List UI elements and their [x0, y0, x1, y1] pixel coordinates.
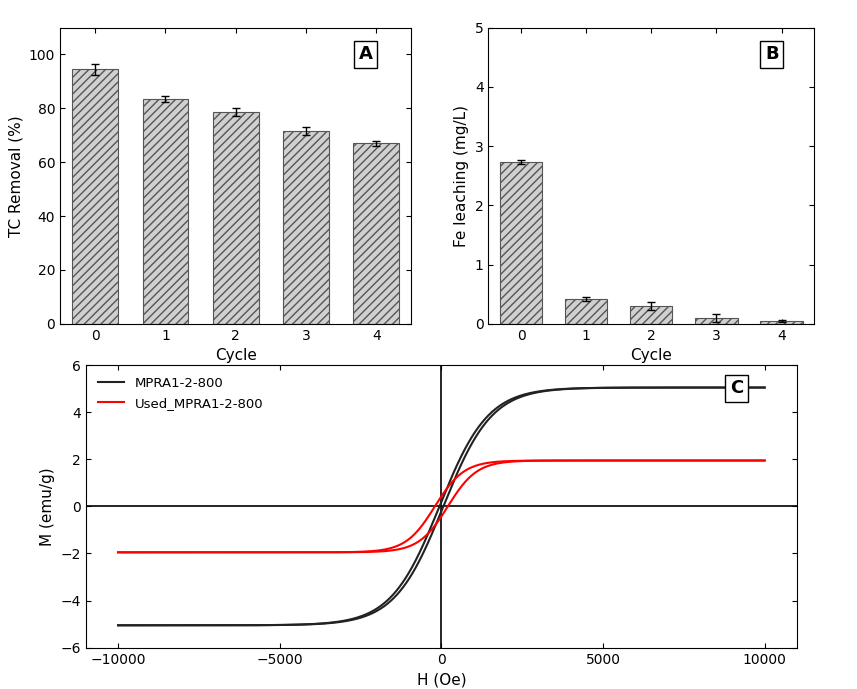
Bar: [500, 162, 542, 324]
X-axis label: Cycle: Cycle: [215, 348, 256, 363]
Line: MPRA1-2-800: MPRA1-2-800: [118, 387, 764, 626]
Bar: [630, 306, 673, 324]
X-axis label: H (Oe): H (Oe): [417, 672, 466, 687]
Text: C: C: [730, 379, 743, 398]
X-axis label: Cycle: Cycle: [631, 348, 672, 363]
Bar: [760, 321, 803, 324]
Used_MPRA1-2-800: [759, 456, 770, 464]
MPRA1-2-800: [113, 621, 123, 630]
Bar: [72, 70, 118, 324]
Line: Used_MPRA1-2-800: Used_MPRA1-2-800: [118, 460, 764, 553]
MPRA1-2-800: [187, 621, 197, 630]
Used_MPRA1-2-800: [113, 548, 123, 557]
Text: A: A: [359, 45, 373, 63]
Y-axis label: M (emu/g): M (emu/g): [39, 467, 55, 546]
MPRA1-2-800: [225, 621, 236, 629]
MPRA1-2-800: [677, 383, 687, 391]
Y-axis label: TC Removal (%): TC Removal (%): [9, 115, 23, 236]
Bar: [565, 299, 608, 324]
Bar: [283, 131, 329, 324]
Bar: [213, 112, 259, 324]
Used_MPRA1-2-800: [389, 543, 399, 551]
MPRA1-2-800: [746, 383, 757, 391]
Bar: [353, 143, 399, 324]
Used_MPRA1-2-800: [225, 548, 236, 557]
MPRA1-2-800: [759, 383, 770, 391]
Text: B: B: [765, 45, 779, 63]
Legend: MPRA1-2-800, Used_MPRA1-2-800: MPRA1-2-800, Used_MPRA1-2-800: [93, 372, 268, 415]
Used_MPRA1-2-800: [746, 456, 757, 464]
MPRA1-2-800: [389, 590, 399, 598]
Used_MPRA1-2-800: [187, 548, 197, 557]
Bar: [142, 99, 189, 324]
Used_MPRA1-2-800: [361, 547, 371, 555]
Bar: [695, 318, 738, 324]
Used_MPRA1-2-800: [677, 456, 687, 464]
Y-axis label: Fe leaching (mg/L): Fe leaching (mg/L): [454, 105, 469, 247]
MPRA1-2-800: [361, 610, 371, 619]
